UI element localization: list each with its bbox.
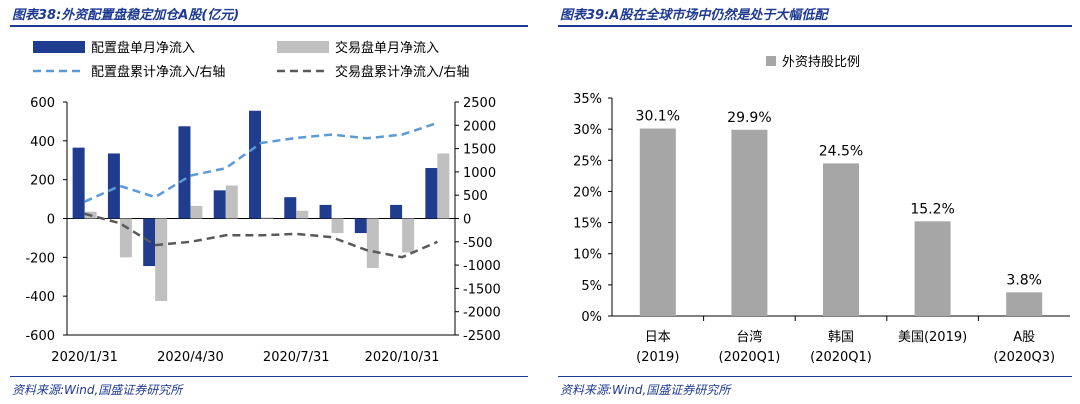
left-footer-rule — [10, 376, 528, 377]
right-chart-category-label: (2019) — [636, 350, 679, 365]
left-y-tick-label: 400 — [30, 135, 55, 150]
right-y-tick-label: -2000 — [463, 306, 501, 321]
right-y-tick-label: -1000 — [463, 259, 501, 274]
legend-swatch-foreign-holding — [766, 56, 776, 66]
bar-trading-monthly — [402, 218, 415, 253]
right-footer-rule — [558, 376, 1072, 377]
x-tick-label: 2020/10/31 — [365, 350, 440, 365]
right-title-rule — [558, 25, 1072, 27]
bar-trading-monthly — [119, 218, 132, 258]
left-y-tick-label: -400 — [25, 290, 55, 305]
bar-foreign-holding — [914, 221, 951, 316]
line-allocation-cumulative — [84, 121, 438, 203]
bar-trading-monthly — [225, 185, 238, 219]
left-y-tick-label: -600 — [25, 329, 55, 344]
bar-allocation-monthly — [178, 126, 191, 219]
bar-data-label: 29.9% — [727, 110, 771, 126]
bar-trading-monthly — [366, 218, 379, 269]
right-y-tick-label: 1500 — [463, 143, 496, 158]
bar-allocation-monthly — [249, 110, 261, 219]
bar-data-label: 24.5% — [819, 143, 863, 159]
bar-trading-monthly — [296, 210, 309, 219]
bar-data-label: 15.2% — [910, 201, 954, 217]
right-y-tick-label: 500 — [463, 189, 488, 204]
right-chart-category-label: (2020Q1) — [719, 350, 781, 365]
right-chart-y-tick-label: 5% — [581, 279, 602, 294]
right-chart-title: 图表39:A股在全球市场中仍然是处于大幅低配 — [560, 8, 828, 23]
left-title-rule — [10, 25, 528, 27]
bar-trading-monthly — [190, 205, 203, 219]
legend-label-trading-cumulative: 交易盘累计净流入/右轴 — [335, 64, 469, 80]
bar-allocation-monthly — [284, 197, 297, 219]
bar-allocation-monthly — [425, 168, 438, 219]
bar-allocation-monthly — [213, 190, 226, 219]
right-chart-y-tick-label: 20% — [573, 185, 602, 200]
line-trading-cumulative — [84, 212, 438, 259]
right-y-tick-label: -1500 — [463, 282, 501, 297]
left-y-tick-label: 200 — [30, 174, 55, 189]
x-tick-label: 2020/4/30 — [157, 350, 224, 365]
right-chart-category-label: 台湾 — [736, 329, 762, 345]
right-chart-y-tick-label: 25% — [573, 154, 602, 169]
right-chart-y-tick-label: 35% — [573, 92, 602, 107]
right-chart-y-tick-label: 10% — [573, 248, 602, 263]
right-chart-category-label: (2020Q1) — [810, 350, 872, 365]
right-chart-category-label: 日本 — [645, 330, 671, 345]
right-y-tick-label: 1000 — [463, 166, 496, 181]
right-chart-category-label: A股 — [1013, 330, 1035, 345]
legend-swatch-allocation-monthly — [33, 41, 85, 53]
right-chart-y-tick-label: 0% — [581, 310, 602, 325]
right-y-tick-label: 2500 — [463, 96, 496, 111]
left-chart-title: 图表38:外资配置盘稳定加仓A股(亿元) — [12, 8, 240, 23]
bar-trading-monthly — [331, 218, 344, 234]
bar-data-label: 3.8% — [1006, 272, 1042, 288]
right-y-tick-label: 2000 — [463, 119, 496, 134]
bar-foreign-holding — [823, 163, 859, 316]
right-source-note: 资料来源:Wind,国盛证券研究所 — [560, 383, 731, 397]
bar-allocation-monthly — [354, 218, 367, 234]
bar-trading-monthly — [261, 217, 273, 219]
bar-trading-monthly — [437, 153, 450, 219]
right-chart-category-label: 韩国 — [828, 330, 854, 345]
x-tick-label: 2020/1/31 — [51, 350, 118, 365]
right-chart-y-tick-label: 30% — [573, 123, 602, 138]
left-y-tick-label: -200 — [25, 251, 55, 266]
x-tick-label: 2020/7/31 — [263, 350, 330, 365]
bar-allocation-monthly — [72, 147, 85, 219]
legend-swatch-trading-monthly — [277, 41, 329, 53]
left-y-tick-label: 600 — [30, 96, 55, 111]
right-chart-y-tick-label: 15% — [573, 217, 602, 232]
bar-allocation-monthly — [390, 204, 403, 219]
left-y-tick-label: 0 — [47, 213, 55, 228]
bar-foreign-holding — [639, 128, 676, 316]
bar-trading-monthly — [155, 218, 168, 302]
left-source-note: 资料来源:Wind,国盛证券研究所 — [12, 383, 183, 397]
legend-label-trading-monthly: 交易盘单月净流入 — [335, 40, 439, 56]
bar-foreign-holding — [1006, 292, 1043, 316]
right-chart-category-label: 美国(2019) — [898, 330, 967, 345]
bar-foreign-holding — [731, 129, 768, 316]
bar-allocation-monthly — [319, 204, 332, 219]
legend-label-foreign-holding: 外资持股比例 — [782, 55, 860, 70]
bar-data-label: 30.1% — [636, 109, 680, 125]
bar-allocation-monthly — [107, 153, 120, 219]
right-chart-category-label: (2020Q3) — [993, 350, 1055, 365]
legend-label-allocation-cumulative: 配置盘累计净流入/右轴 — [91, 64, 225, 80]
legend-label-allocation-monthly: 配置盘单月净流入 — [91, 40, 195, 56]
right-y-tick-label: -500 — [463, 236, 493, 251]
right-y-tick-label: 0 — [463, 213, 471, 228]
right-y-tick-label: -2500 — [463, 329, 501, 344]
